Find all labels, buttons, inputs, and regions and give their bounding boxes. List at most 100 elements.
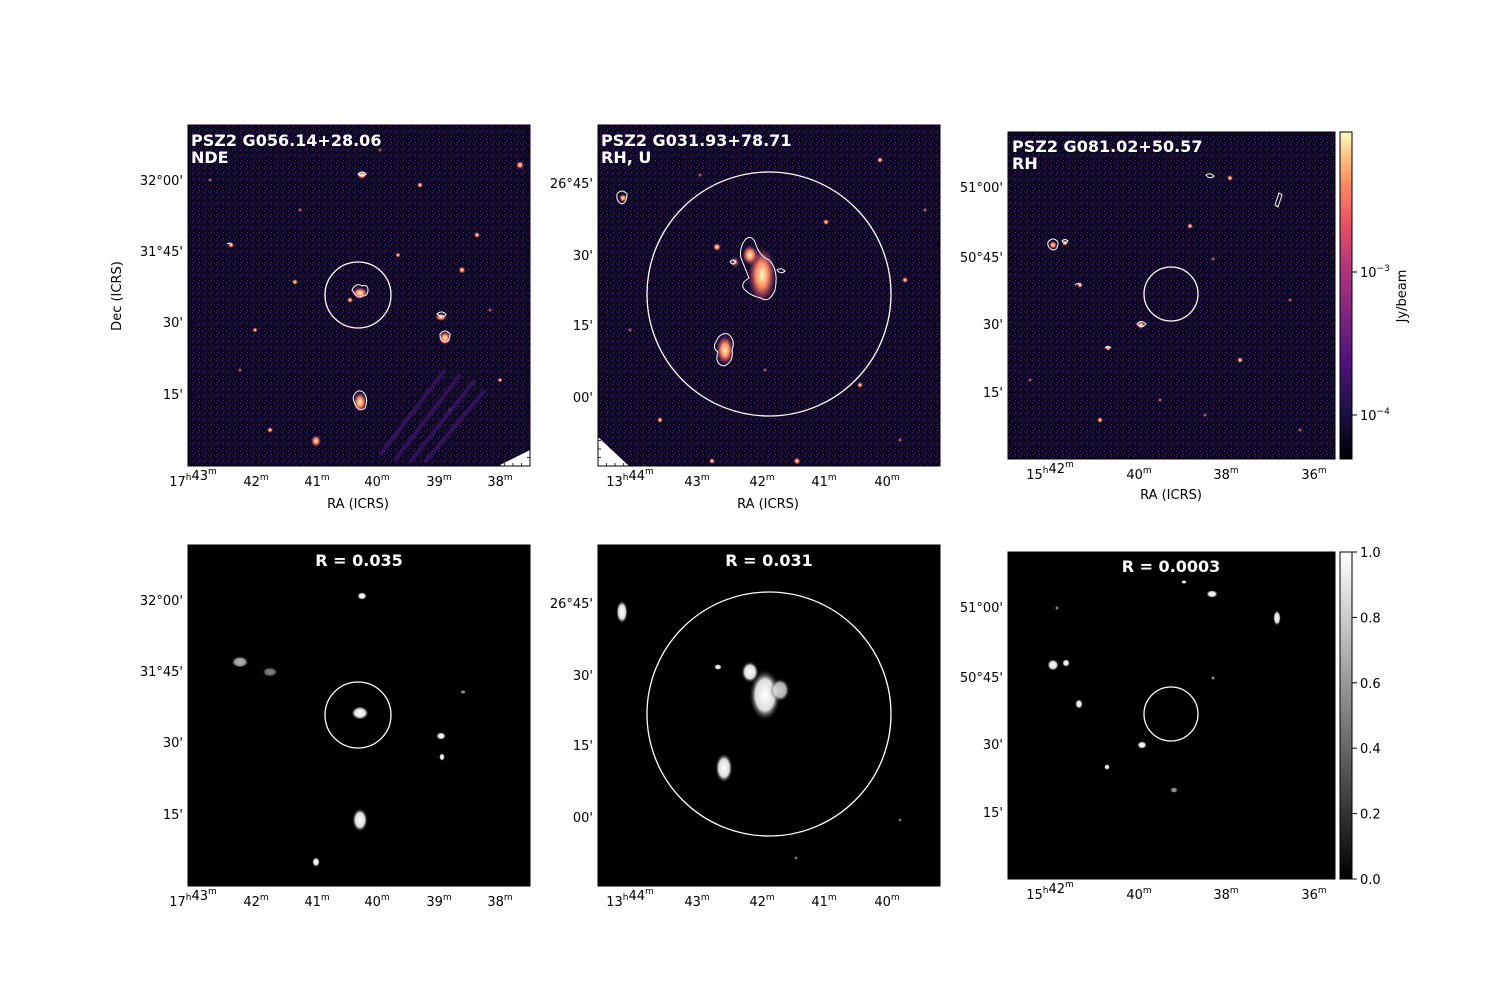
ra-tick-label: 39m — [426, 473, 451, 490]
ra-tick-label: 43m — [684, 473, 709, 490]
dec-tick-label: 15' — [573, 739, 593, 754]
dec-axis-label: Dec (ICRS) — [110, 261, 125, 331]
ra-tick-label: 40m — [1126, 886, 1151, 903]
ra-tick-label: 15h42m — [1026, 460, 1074, 483]
colorbar-tick: 10−4 — [1360, 407, 1390, 424]
ra-tick-label: 17h43m — [169, 467, 217, 490]
ra-tick-label: 40m — [874, 893, 899, 910]
dec-tick-label: 30' — [983, 318, 1003, 333]
blank-corner — [598, 437, 629, 466]
dec-tick-label: 30' — [163, 736, 183, 751]
ra-tick-label: 13h44m — [606, 887, 654, 910]
dec-tick-label: 31°45' — [140, 245, 183, 260]
ra-axis-label: RA (ICRS) — [1140, 488, 1202, 503]
dec-tick-label: 32°00' — [140, 174, 183, 189]
colorbar-tick: 0.2 — [1360, 808, 1381, 823]
ra-tick-label: 40m — [1126, 466, 1151, 483]
dec-tick-label: 32°00' — [140, 594, 183, 609]
r-value-label: R = 0.0003 — [1122, 557, 1221, 576]
ra-tick-label: 40m — [364, 473, 389, 490]
ra-tick-label: 42m — [243, 893, 268, 910]
dec-tick-label: 30' — [573, 249, 593, 264]
contours — [1047, 173, 1283, 349]
blank-corner — [498, 450, 530, 466]
r-value-label: R = 0.031 — [725, 551, 812, 570]
ra-tick-label: 42m — [749, 893, 774, 910]
panel-title-line2: RH, U — [601, 148, 651, 167]
r-value-label: R = 0.035 — [315, 551, 402, 570]
ra-tick-label: 38m — [1213, 466, 1238, 483]
dec-tick-label: 15' — [573, 319, 593, 334]
ra-tick-label: 43m — [684, 893, 709, 910]
panel-title-line1: PSZ2 G081.02+50.57 — [1012, 137, 1202, 156]
ra-tick-label: 40m — [874, 473, 899, 490]
panel-title-line2: NDE — [191, 148, 229, 167]
dec-tick-label: 30' — [573, 669, 593, 684]
artifact-stripes — [378, 368, 487, 464]
dec-tick-label: 51°00' — [960, 601, 1003, 616]
ra-tick-label: 41m — [811, 893, 836, 910]
dec-tick-label: 26°45' — [550, 177, 593, 192]
ra-axis-label: RA (ICRS) — [327, 497, 389, 512]
radio-image-panel-g031: PSZ2 G031.93+78.71 RH, U — [597, 124, 941, 467]
ra-tick-label: 41m — [304, 893, 329, 910]
dec-tick-label: 26°45' — [550, 597, 593, 612]
dec-tick-label: 00' — [573, 811, 593, 826]
panel-title-line1: PSZ2 G056.14+28.06 — [191, 131, 381, 150]
colorbar-flux: 10−3 10−4 Jy/beam — [1339, 131, 1410, 460]
colorbar-tick: 0.0 — [1360, 873, 1381, 888]
mask-blobs — [1047, 580, 1281, 793]
contours — [226, 171, 451, 411]
colorbar-tick: 0.8 — [1360, 611, 1381, 626]
extended-sources — [716, 245, 776, 365]
dec-tick-label: 15' — [163, 808, 183, 823]
colorbar-tick: 0.4 — [1360, 742, 1381, 757]
ra-tick-label: 17h43m — [169, 887, 217, 910]
mask-blobs — [616, 600, 902, 860]
colorbar-tick: 1.0 — [1360, 546, 1381, 561]
ra-tick-label: 39m — [426, 893, 451, 910]
ra-tick-label: 36m — [1301, 466, 1326, 483]
colorbar-label: Jy/beam — [1395, 270, 1410, 324]
ra-tick-label: 38m — [487, 473, 512, 490]
colorbar-tick: 0.6 — [1360, 677, 1381, 692]
aperture-circle — [324, 681, 392, 749]
dec-tick-label: 00' — [573, 391, 593, 406]
ra-tick-label: 42m — [749, 473, 774, 490]
ra-tick-label: 38m — [1213, 886, 1238, 903]
mask-panel-g056: R = 0.035 — [187, 544, 531, 887]
ra-tick-label: 40m — [364, 893, 389, 910]
mask-panel-g031: R = 0.031 — [597, 544, 941, 887]
ra-tick-label: 36m — [1301, 886, 1326, 903]
dec-tick-label: 15' — [983, 386, 1003, 401]
point-sources — [619, 157, 928, 465]
mask-panel-g081: R = 0.0003 — [1007, 551, 1336, 880]
colorbar-mask: 1.0 0.8 0.6 0.4 0.2 0.0 — [1339, 546, 1381, 888]
ra-tick-label: 15h42m — [1026, 880, 1074, 903]
dec-tick-label: 51°00' — [960, 181, 1003, 196]
aperture-circle — [646, 591, 892, 837]
radio-image-panel-g081: PSZ2 G081.02+50.57 RH — [1007, 131, 1336, 460]
dec-tick-label: 30' — [983, 738, 1003, 753]
ra-tick-label: 13h44m — [606, 467, 654, 490]
aperture-circle — [324, 261, 392, 329]
contours — [616, 190, 786, 367]
aperture-circle — [1143, 686, 1199, 742]
ra-axis-label: RA (ICRS) — [737, 497, 799, 512]
dec-tick-label: 15' — [983, 806, 1003, 821]
axis-ticks: 17h43m 42m 41m 40m 39m 38m 32°00' 31°45' 30' 15' 1… — [140, 125, 1335, 910]
mask-blobs — [231, 592, 466, 867]
aperture-circle — [1143, 266, 1199, 322]
panel-title-line2: RH — [1012, 154, 1038, 173]
panel-title-line1: PSZ2 G031.93+78.71 — [601, 131, 791, 150]
ra-tick-label: 42m — [243, 473, 268, 490]
dec-tick-label: 50°45' — [960, 251, 1003, 266]
dec-tick-label: 31°45' — [140, 665, 183, 680]
dec-tick-label: 50°45' — [960, 671, 1003, 686]
ra-tick-label: 41m — [304, 473, 329, 490]
dec-tick-label: 15' — [163, 388, 183, 403]
dec-tick-label: 30' — [163, 316, 183, 331]
radio-image-panel-g056: PSZ2 G056.14+28.06 NDE — [187, 124, 531, 467]
colorbar-tick: 10−3 — [1360, 264, 1390, 281]
